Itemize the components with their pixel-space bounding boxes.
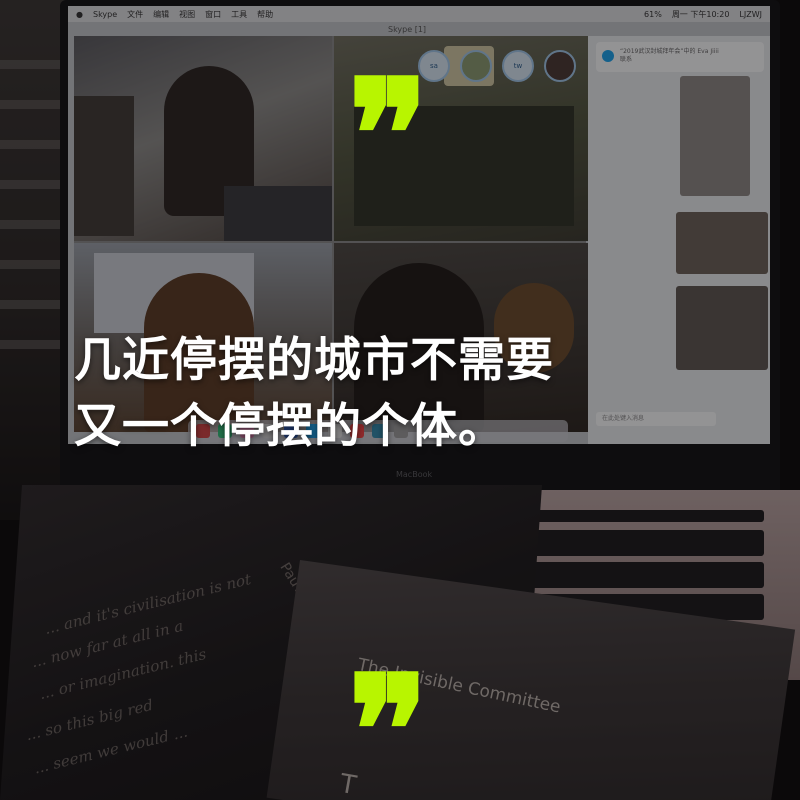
chat-subtitle: 联系 <box>620 56 633 64</box>
menubar-item: 视图 <box>179 9 196 19</box>
avatar: tw <box>502 50 534 82</box>
macbook-label: MacBook <box>396 470 433 479</box>
chat-title: “2019武汉封城拜年会”中的 Eva Jiiii <box>620 48 719 55</box>
clock-label: 周一 下午10:20 <box>671 9 730 19</box>
quote-glyph: ❞ <box>348 643 429 800</box>
headline: 几近停摆的城市不需要 又一个停摆的个体。 <box>74 328 774 460</box>
skype-chat-panel: “2019武汉封城拜年会”中的 Eva Jiiii 联系 在此处键入消息 <box>588 36 770 444</box>
chat-photo-thumb[interactable] <box>676 212 768 274</box>
quote-glyph: ❞ <box>348 47 429 223</box>
menubar-item: Skype <box>92 9 118 19</box>
video-tile <box>74 36 332 241</box>
dock-app-icon[interactable] <box>196 424 210 438</box>
blind-slat <box>0 220 60 229</box>
dock-app-icon[interactable] <box>394 424 408 438</box>
headline-line-1: 几近停摆的城市不需要 <box>74 333 554 388</box>
blind-slat <box>0 140 60 149</box>
colorful-hat <box>494 283 574 373</box>
desk-shadow <box>224 186 332 241</box>
dock-app-icon[interactable] <box>350 424 364 438</box>
wall-shadow <box>74 96 134 236</box>
headline-line-2: 又一个停摆的个体。 <box>74 399 506 454</box>
chat-header: “2019武汉封城拜年会”中的 Eva Jiiii 联系 <box>596 42 764 72</box>
menubar-item: 编辑 <box>153 9 170 19</box>
avatar <box>460 50 492 82</box>
menubar-item: 工具 <box>231 9 248 19</box>
laptop-screen: ● Skype 文件 编辑 视图 窗口 工具 帮助 61% 周一 下午10:20… <box>68 6 770 444</box>
skype-icon <box>602 50 614 62</box>
chat-photo-thumb[interactable] <box>680 76 750 196</box>
person-silhouette <box>354 263 484 432</box>
quote-mark-bottom-icon: ❞ <box>348 656 456 800</box>
dock-app-icon[interactable] <box>372 424 386 438</box>
chat-photo-thumb[interactable] <box>676 286 768 370</box>
video-tile <box>74 243 332 432</box>
room-clutter <box>354 106 574 226</box>
apple-icon: ● <box>76 9 83 19</box>
blind-slat <box>0 100 60 109</box>
video-call-grid <box>74 36 588 432</box>
menubar-item: 窗口 <box>205 9 222 19</box>
quote-mark-top-icon: ❞ <box>348 60 456 210</box>
dock-app-icon[interactable] <box>328 424 342 438</box>
video-tile <box>334 243 588 432</box>
dock-app-icon[interactable] <box>284 424 298 438</box>
person-silhouette <box>144 273 254 432</box>
blind-slat <box>0 260 60 269</box>
mac-dock <box>188 420 568 442</box>
mac-menubar: ● Skype 文件 编辑 视图 窗口 工具 帮助 61% 周一 下午10:20… <box>68 6 770 22</box>
blind-slat <box>0 60 60 69</box>
dock-app-icon[interactable] <box>218 424 232 438</box>
avatar <box>544 50 576 82</box>
dock-app-icon[interactable] <box>306 424 320 438</box>
window-title: Skype [1] <box>388 25 427 34</box>
menubar-item: 帮助 <box>257 9 274 19</box>
dock-app-icon[interactable] <box>262 424 276 438</box>
menubar-item: 文件 <box>127 9 144 19</box>
blind-slat <box>0 300 60 309</box>
dock-app-icon[interactable] <box>240 424 254 438</box>
blind-slat <box>0 180 60 189</box>
user-label: LJZWJ <box>739 9 762 19</box>
battery-label: 61% <box>644 9 662 19</box>
chat-message-input[interactable]: 在此处键入消息 <box>596 412 716 426</box>
avatar: sa <box>418 50 450 82</box>
participant-avatars: sa tw <box>418 50 576 82</box>
blind-slat <box>0 340 60 349</box>
